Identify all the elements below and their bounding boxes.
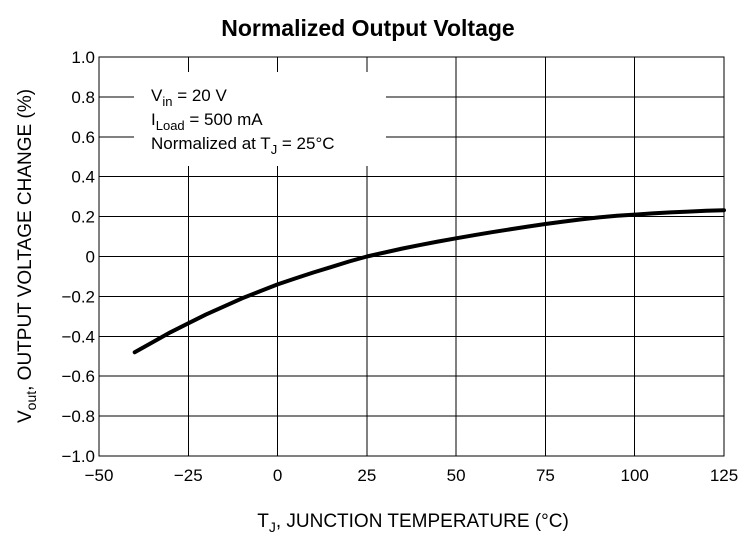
legend-line: Vin = 20 V <box>151 86 227 109</box>
grid <box>99 57 724 456</box>
chart-title: Normalized Output Voltage <box>221 15 514 41</box>
x-tick-label: 50 <box>447 466 466 485</box>
y-tick-label: 0 <box>86 248 95 267</box>
tick-labels: −50 −25 0 25 50 75 100 125 1.0 0.8 0.6 0.4 0.2 0 −0.2 −… <box>61 48 738 485</box>
x-tick-label: −50 <box>85 466 114 485</box>
y-tick-label: −0.2 <box>61 287 95 306</box>
y-tick-label: −0.8 <box>61 407 95 426</box>
x-tick-label: −25 <box>174 466 203 485</box>
x-tick-label: 100 <box>621 466 649 485</box>
y-tick-label: 0.6 <box>71 128 95 147</box>
y-tick-label: 0.2 <box>71 208 95 227</box>
legend-background <box>134 72 386 166</box>
x-tick-label: 125 <box>710 466 738 485</box>
y-tick-label: 0.8 <box>71 88 95 107</box>
x-tick-label: 0 <box>273 466 282 485</box>
legend-line: Normalized at TJ = 25°C <box>151 134 335 157</box>
y-tick-label: −1.0 <box>61 447 95 466</box>
y-axis-label: Vout, OUTPUT VOLTAGE CHANGE (%) <box>15 89 39 423</box>
x-tick-label: 25 <box>357 466 376 485</box>
y-tick-label: −0.6 <box>61 367 95 386</box>
series <box>132 208 726 355</box>
y-tick-label: 1.0 <box>71 48 95 67</box>
plot-frame <box>98 56 725 457</box>
legend-line: ILoad = 500 mA <box>151 110 263 133</box>
x-axis-label: TJ, JUNCTION TEMPERATURE (°C) <box>257 511 569 535</box>
y-tick-label: −0.4 <box>61 327 95 346</box>
y-tick-label: 0.4 <box>71 168 95 187</box>
series-line <box>132 208 726 355</box>
x-tick-label: 75 <box>536 466 555 485</box>
